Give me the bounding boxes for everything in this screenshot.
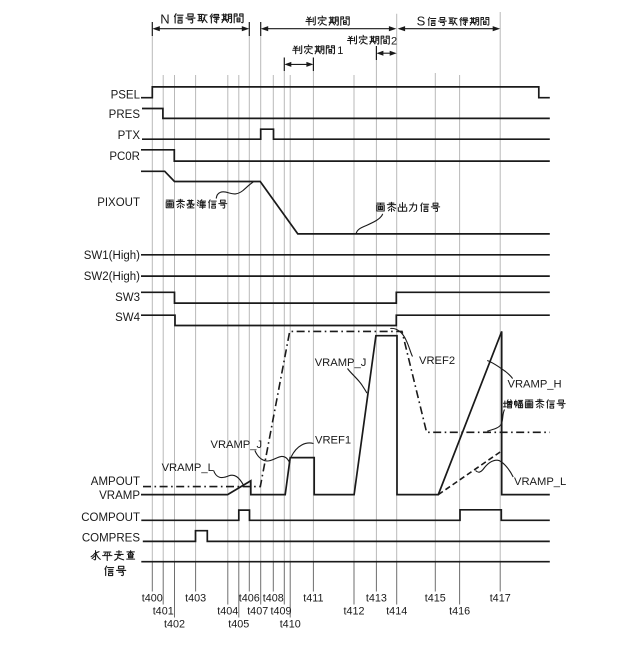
svg-text:PIXOUT: PIXOUT xyxy=(97,197,140,209)
svg-text:1: 1 xyxy=(337,45,343,57)
svg-text:t400: t400 xyxy=(142,593,163,605)
svg-text:t407: t407 xyxy=(247,606,268,618)
svg-text:t402: t402 xyxy=(164,619,185,631)
svg-text:t411: t411 xyxy=(303,593,323,605)
svg-text:t415: t415 xyxy=(425,593,446,605)
svg-text:N: N xyxy=(160,12,169,27)
svg-text:PTX: PTX xyxy=(118,130,141,142)
svg-text:VREF2: VREF2 xyxy=(419,355,455,367)
svg-text:t413: t413 xyxy=(366,593,387,605)
svg-text:S: S xyxy=(417,14,426,29)
svg-text:t405: t405 xyxy=(228,619,249,631)
svg-text:t404: t404 xyxy=(217,606,238,618)
svg-text:t409: t409 xyxy=(270,606,291,618)
svg-text:SW4: SW4 xyxy=(115,312,141,324)
svg-text:t401: t401 xyxy=(153,606,174,618)
svg-text:t403: t403 xyxy=(185,593,206,605)
svg-text:t412: t412 xyxy=(343,606,364,618)
svg-text:t414: t414 xyxy=(386,606,407,618)
svg-text:t417: t417 xyxy=(490,593,511,605)
svg-text:t408: t408 xyxy=(263,593,284,605)
svg-text:PC0R: PC0R xyxy=(109,151,140,163)
svg-text:PRES: PRES xyxy=(109,109,141,121)
svg-text:t410: t410 xyxy=(280,619,301,631)
svg-text:COMPOUT: COMPOUT xyxy=(81,512,140,524)
svg-text:t416: t416 xyxy=(449,606,470,618)
svg-text:VRAMP_L: VRAMP_L xyxy=(162,462,214,474)
svg-text:COMPRES: COMPRES xyxy=(82,533,140,545)
svg-text:2: 2 xyxy=(391,36,397,48)
svg-text:SW1(High): SW1(High) xyxy=(84,250,140,262)
svg-text:VREF1: VREF1 xyxy=(315,435,351,447)
svg-text:VRAMP_J: VRAMP_J xyxy=(315,357,367,369)
svg-text:t406: t406 xyxy=(239,593,260,605)
svg-text:PSEL: PSEL xyxy=(111,90,141,102)
svg-text:AMPOUT: AMPOUT xyxy=(91,476,140,488)
svg-text:VRAMP: VRAMP xyxy=(99,490,140,502)
svg-text:SW3: SW3 xyxy=(115,292,140,304)
svg-text:VRAMP_H: VRAMP_H xyxy=(508,379,562,391)
svg-text:SW2(High): SW2(High) xyxy=(84,271,140,283)
svg-text:VRAMP_J: VRAMP_J xyxy=(210,439,262,451)
svg-text:VRAMP_L: VRAMP_L xyxy=(514,476,566,488)
